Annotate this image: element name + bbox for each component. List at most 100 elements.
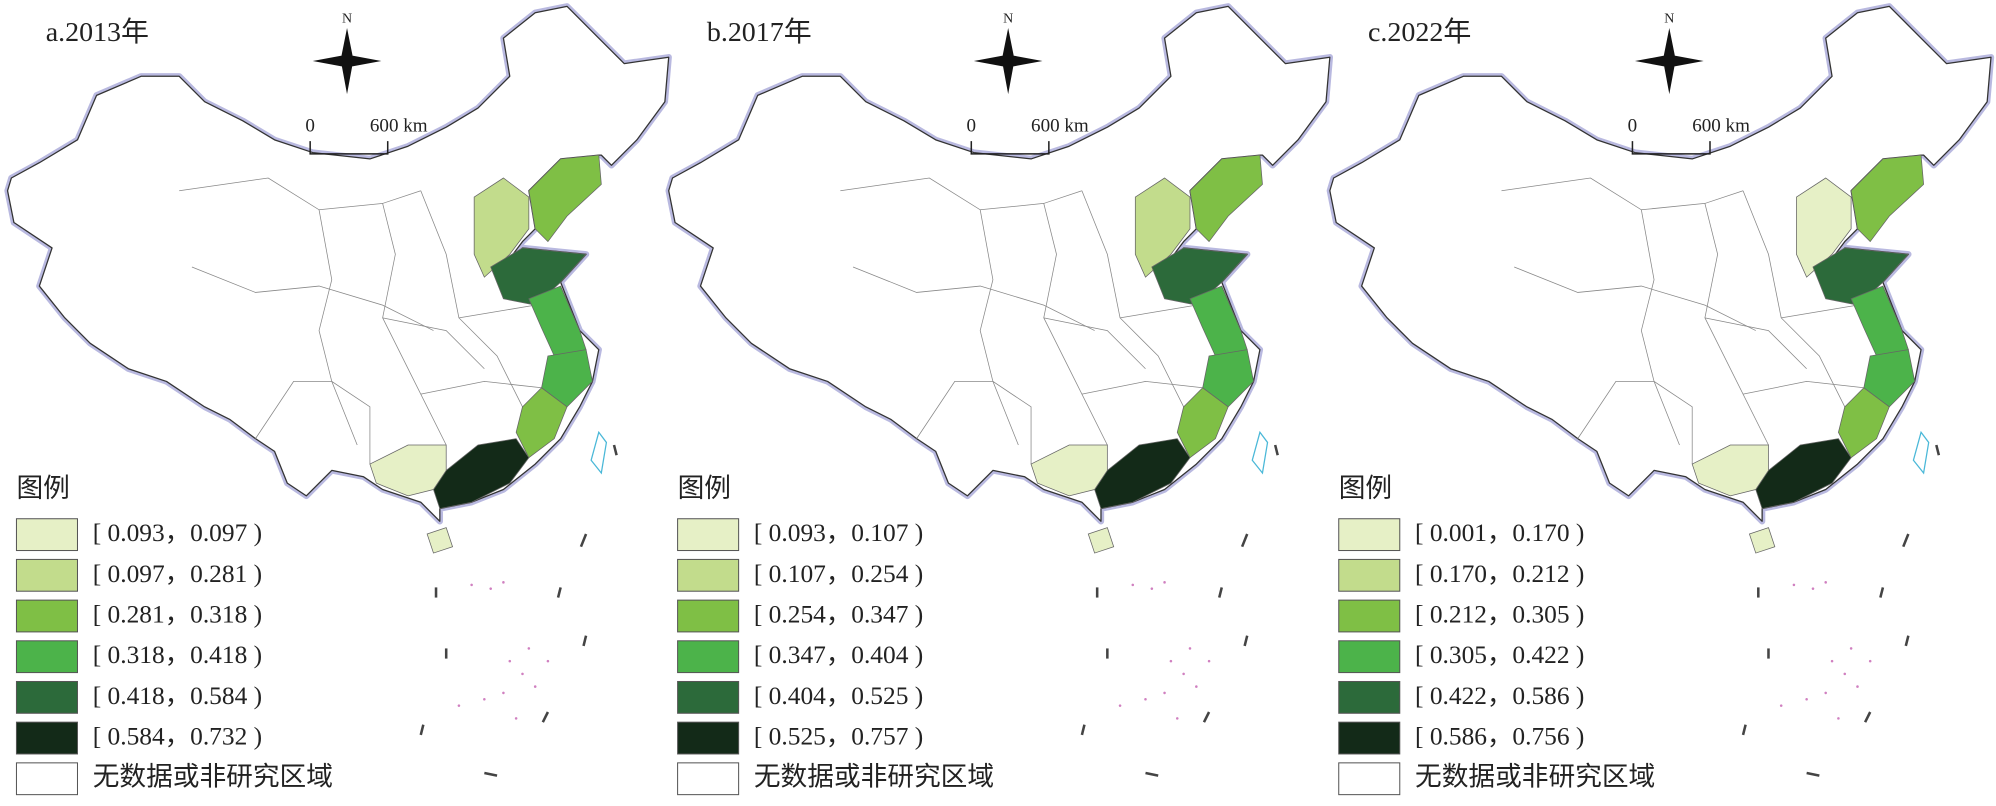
island-dot	[521, 672, 524, 676]
boundary-dash	[1202, 711, 1211, 723]
scale-distance: 600 km	[370, 116, 428, 137]
province-fujian	[515, 387, 568, 459]
island-dot	[514, 717, 518, 720]
legend-label: [ 0.404，0.525 )	[754, 682, 923, 710]
island-dot	[1131, 583, 1135, 587]
island-dot	[1843, 672, 1847, 676]
legend-swatch	[1338, 721, 1401, 755]
scale-zero: 0	[305, 116, 315, 137]
compass	[312, 27, 382, 95]
legend-swatch	[15, 680, 78, 714]
province-border	[420, 381, 542, 395]
legend-swatch	[1338, 558, 1401, 592]
legend-label: 无数据或非研究区域	[1415, 762, 1655, 792]
province-border	[382, 317, 485, 369]
province-border	[979, 209, 1019, 446]
legend-label: 无数据或非研究区域	[93, 762, 333, 792]
legend-swatch	[1338, 762, 1401, 796]
boundary-dash	[541, 711, 550, 723]
map-panel: b.2017年 N 0 600 km 图例 [ 0.093，0.107 ) [ 0.107，…	[665, 3, 1334, 796]
island-dot	[483, 698, 486, 701]
panel-title: c.2022年	[1368, 16, 1471, 48]
taiwan	[590, 430, 608, 475]
island-dot	[1868, 659, 1872, 663]
province-zhejiang	[1202, 349, 1254, 408]
island-dot	[1163, 581, 1166, 584]
island-dot	[1207, 659, 1211, 663]
province-border	[916, 381, 1032, 465]
province-border	[1742, 381, 1864, 395]
legend-swatch	[677, 680, 740, 714]
province-border	[255, 381, 371, 465]
legend-swatch	[677, 640, 740, 674]
legend-label: [ 0.347，0.404 )	[754, 641, 923, 669]
province-border	[1577, 381, 1693, 465]
taiwan	[1912, 430, 1930, 475]
boundary-dash	[484, 771, 498, 777]
boundary-dash	[1145, 771, 1159, 777]
panel-title: b.2017年	[707, 16, 812, 48]
island-dot	[1176, 717, 1179, 720]
map-panel: c.2022年 N 0 600 km 图例 [ 0.001，0.170 ) [ 0.170，…	[1326, 3, 1995, 796]
island-dot	[546, 659, 550, 663]
province-border	[1081, 381, 1203, 395]
legend-label: [ 0.318，0.418 )	[93, 641, 262, 669]
island-dot	[1163, 691, 1166, 695]
legend-swatch	[677, 599, 740, 633]
island-dot	[1849, 647, 1853, 650]
legend-label: [ 0.418，0.584 )	[93, 682, 262, 710]
island-dot	[470, 583, 473, 587]
legend-swatch	[15, 721, 78, 755]
scale-zero: 0	[967, 116, 977, 137]
province-fujian	[1838, 387, 1890, 459]
legend-label: [ 0.097，0.281 )	[93, 560, 262, 588]
province-guangdong	[1094, 438, 1191, 510]
island-dot	[1182, 672, 1185, 676]
boundary-dash	[1080, 724, 1086, 736]
legend-label: [ 0.170，0.212 )	[1415, 560, 1584, 588]
province-zhejiang	[541, 349, 593, 408]
legend-swatch	[677, 762, 740, 796]
province-hainan	[1748, 527, 1776, 554]
province-liaoning	[1189, 154, 1263, 243]
island-dot	[1830, 659, 1834, 663]
legend-label: [ 0.305，0.422 )	[1415, 641, 1584, 669]
scale-zero: 0	[1628, 116, 1638, 137]
island-dot	[1144, 698, 1147, 701]
island-dot	[1188, 647, 1192, 650]
island-dot	[1118, 704, 1122, 707]
province-border	[1514, 266, 1756, 331]
island-dot	[527, 647, 531, 650]
legend-label: [ 0.001，0.170 )	[1415, 519, 1584, 547]
legend-label: [ 0.093，0.097 )	[93, 519, 262, 547]
island-dot	[1169, 659, 1173, 663]
province-liaoning	[528, 154, 602, 243]
legend-swatch	[1338, 599, 1401, 633]
province-border	[1119, 304, 1197, 319]
legend-swatch	[15, 762, 78, 796]
legend-label: [ 0.107，0.254 )	[754, 560, 923, 588]
province-border	[1704, 317, 1807, 369]
province-hebei	[473, 177, 530, 278]
legend-label: [ 0.212，0.305 )	[1415, 600, 1584, 628]
boundary-dash	[1806, 771, 1820, 777]
legend-label: [ 0.422，0.586 )	[1415, 682, 1584, 710]
province-shandong	[1151, 247, 1248, 306]
province-shandong	[1812, 247, 1910, 306]
province-zhejiang	[1863, 349, 1916, 408]
province-border	[458, 304, 536, 319]
province-border	[1640, 209, 1680, 446]
legend-swatch	[677, 558, 740, 592]
island-dot	[1824, 691, 1827, 695]
province-border	[1781, 304, 1858, 319]
boundary-dash	[1243, 635, 1249, 647]
legend-swatch	[1338, 640, 1401, 674]
legend-label: [ 0.586，0.756 )	[1415, 723, 1584, 751]
province-guangdong	[1755, 438, 1852, 510]
island-dot	[533, 685, 537, 688]
legend-label: 无数据或非研究区域	[754, 762, 994, 792]
province-hebei	[1796, 177, 1852, 278]
north-label: N	[1003, 11, 1013, 26]
legend-label: [ 0.281，0.318 )	[93, 600, 262, 628]
legend-label: [ 0.525，0.757 )	[754, 723, 923, 751]
